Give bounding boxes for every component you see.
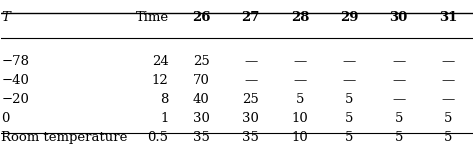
Text: −40: −40: [1, 74, 29, 87]
Text: 24: 24: [152, 55, 169, 68]
Text: 8: 8: [160, 93, 169, 106]
Text: 12: 12: [152, 74, 169, 87]
Text: Room temperature: Room temperature: [1, 131, 128, 144]
Text: 35: 35: [242, 131, 259, 144]
Text: Time: Time: [136, 11, 169, 24]
Text: 5: 5: [444, 112, 452, 125]
Text: 5: 5: [394, 131, 403, 144]
Text: 31: 31: [439, 11, 457, 24]
Text: 29: 29: [340, 11, 358, 24]
Text: 5: 5: [345, 112, 354, 125]
Text: —: —: [441, 93, 455, 106]
Text: 35: 35: [193, 131, 210, 144]
Text: 25: 25: [193, 55, 210, 68]
Text: —: —: [392, 93, 405, 106]
Text: 70: 70: [193, 74, 210, 87]
Text: —: —: [441, 55, 455, 68]
Text: 10: 10: [292, 131, 309, 144]
Text: 40: 40: [193, 93, 210, 106]
Text: 5: 5: [345, 131, 354, 144]
Text: 30: 30: [193, 112, 210, 125]
Text: —: —: [244, 55, 257, 68]
Text: 30: 30: [242, 112, 259, 125]
Text: 5: 5: [345, 93, 354, 106]
Text: —: —: [343, 74, 356, 87]
Text: 0: 0: [1, 112, 10, 125]
Text: −78: −78: [1, 55, 29, 68]
Text: T: T: [1, 11, 10, 24]
Text: —: —: [293, 74, 307, 87]
Text: —: —: [392, 55, 405, 68]
Text: 27: 27: [242, 11, 260, 24]
Text: —: —: [392, 74, 405, 87]
Text: 28: 28: [291, 11, 309, 24]
Text: 1: 1: [160, 112, 169, 125]
Text: —: —: [244, 74, 257, 87]
Text: 5: 5: [296, 93, 304, 106]
Text: 5: 5: [444, 131, 452, 144]
Text: 26: 26: [192, 11, 210, 24]
Text: 30: 30: [390, 11, 408, 24]
Text: −20: −20: [1, 93, 29, 106]
Text: —: —: [293, 55, 307, 68]
Text: 0.5: 0.5: [147, 131, 169, 144]
Text: 5: 5: [394, 112, 403, 125]
Text: 25: 25: [242, 93, 259, 106]
Text: —: —: [441, 74, 455, 87]
Text: 10: 10: [292, 112, 309, 125]
Text: —: —: [343, 55, 356, 68]
